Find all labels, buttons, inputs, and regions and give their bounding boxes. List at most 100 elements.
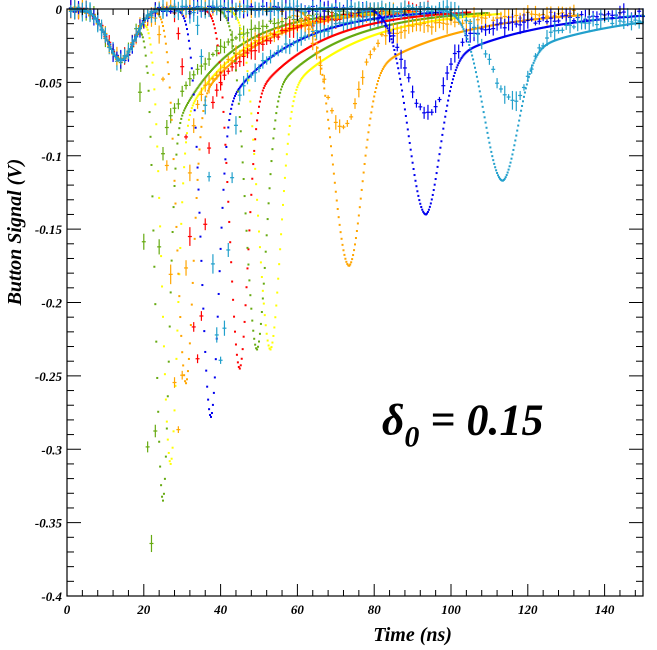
data-point bbox=[234, 94, 236, 97]
data-point bbox=[150, 51, 153, 54]
data-point bbox=[163, 477, 166, 480]
data-point bbox=[174, 384, 177, 387]
data-point bbox=[148, 111, 151, 114]
data-point bbox=[170, 259, 173, 262]
data-point bbox=[315, 42, 318, 45]
data-point bbox=[236, 361, 239, 364]
data-point bbox=[450, 81, 453, 84]
data-point bbox=[250, 112, 253, 115]
data-point bbox=[226, 135, 229, 138]
data-point bbox=[415, 185, 418, 188]
data-point bbox=[403, 108, 406, 111]
data-point bbox=[209, 13, 212, 16]
data-point bbox=[192, 93, 195, 96]
data-point bbox=[169, 291, 172, 294]
data-point bbox=[201, 117, 204, 120]
data-point bbox=[266, 79, 269, 82]
data-point bbox=[367, 131, 370, 134]
data-point bbox=[338, 223, 341, 226]
data-point bbox=[426, 212, 428, 215]
data-point bbox=[183, 109, 186, 112]
data-point bbox=[216, 44, 219, 47]
data-point bbox=[213, 27, 216, 30]
data-point bbox=[419, 202, 422, 205]
data-point bbox=[408, 141, 411, 144]
data-point bbox=[188, 342, 191, 345]
data-point bbox=[162, 29, 165, 32]
data-point bbox=[381, 18, 384, 21]
data-point bbox=[230, 261, 233, 264]
data-point bbox=[168, 325, 171, 328]
data-point bbox=[177, 133, 180, 136]
data-point bbox=[282, 203, 284, 206]
data-point bbox=[190, 95, 193, 98]
data-point bbox=[215, 76, 218, 79]
data-point bbox=[271, 341, 274, 344]
data-point bbox=[211, 67, 214, 70]
data-point bbox=[260, 92, 263, 95]
data-point bbox=[276, 291, 279, 294]
data-point bbox=[234, 60, 236, 63]
data-point bbox=[141, 36, 144, 39]
data-point bbox=[264, 250, 267, 253]
data-point bbox=[179, 246, 182, 249]
data-point bbox=[427, 208, 430, 211]
data-point bbox=[346, 263, 349, 266]
data-point bbox=[197, 93, 200, 96]
data-point bbox=[246, 70, 249, 73]
data-point bbox=[175, 357, 178, 360]
data-point bbox=[285, 153, 288, 156]
data-point bbox=[165, 420, 168, 423]
data-point bbox=[457, 62, 460, 65]
data-point bbox=[244, 54, 247, 57]
data-point bbox=[163, 35, 166, 38]
data-point bbox=[240, 84, 243, 87]
data-point bbox=[247, 263, 250, 266]
data-point bbox=[234, 330, 236, 333]
data-point bbox=[443, 121, 446, 124]
data-point bbox=[265, 234, 268, 237]
data-point bbox=[187, 100, 190, 103]
data-point bbox=[213, 376, 216, 379]
data-point bbox=[258, 332, 261, 335]
data-point bbox=[358, 206, 361, 209]
data-point bbox=[199, 136, 202, 139]
data-point bbox=[258, 340, 260, 343]
data-point bbox=[191, 281, 194, 284]
data-point bbox=[233, 52, 236, 55]
series bbox=[68, 0, 384, 553]
data-point bbox=[198, 84, 201, 87]
data-point bbox=[283, 176, 286, 179]
data-point bbox=[160, 255, 163, 258]
data-point bbox=[269, 76, 272, 79]
data-point bbox=[266, 218, 269, 221]
data-point bbox=[201, 80, 204, 83]
data-point bbox=[218, 73, 221, 76]
data-point bbox=[254, 343, 257, 346]
data-point bbox=[210, 15, 212, 18]
data-point bbox=[174, 167, 177, 170]
data-point bbox=[162, 25, 164, 28]
data-point bbox=[249, 100, 252, 103]
data-point bbox=[227, 200, 230, 203]
data-point bbox=[180, 11, 183, 14]
data-point bbox=[199, 235, 202, 238]
data-point bbox=[337, 216, 340, 219]
data-point bbox=[238, 24, 241, 27]
data-point bbox=[220, 83, 223, 86]
data-point bbox=[258, 100, 261, 103]
data-point bbox=[246, 246, 249, 249]
data-point bbox=[279, 91, 282, 94]
data-point bbox=[287, 133, 290, 136]
data-point bbox=[269, 348, 272, 351]
data-point bbox=[194, 126, 197, 129]
data-point bbox=[268, 187, 271, 190]
data-point bbox=[343, 253, 346, 256]
data-point bbox=[246, 267, 249, 270]
data-point bbox=[198, 148, 201, 151]
data-point bbox=[256, 348, 259, 351]
data-point bbox=[192, 259, 195, 262]
data-point bbox=[230, 33, 233, 36]
data-point bbox=[330, 154, 333, 157]
data-point bbox=[145, 65, 148, 68]
